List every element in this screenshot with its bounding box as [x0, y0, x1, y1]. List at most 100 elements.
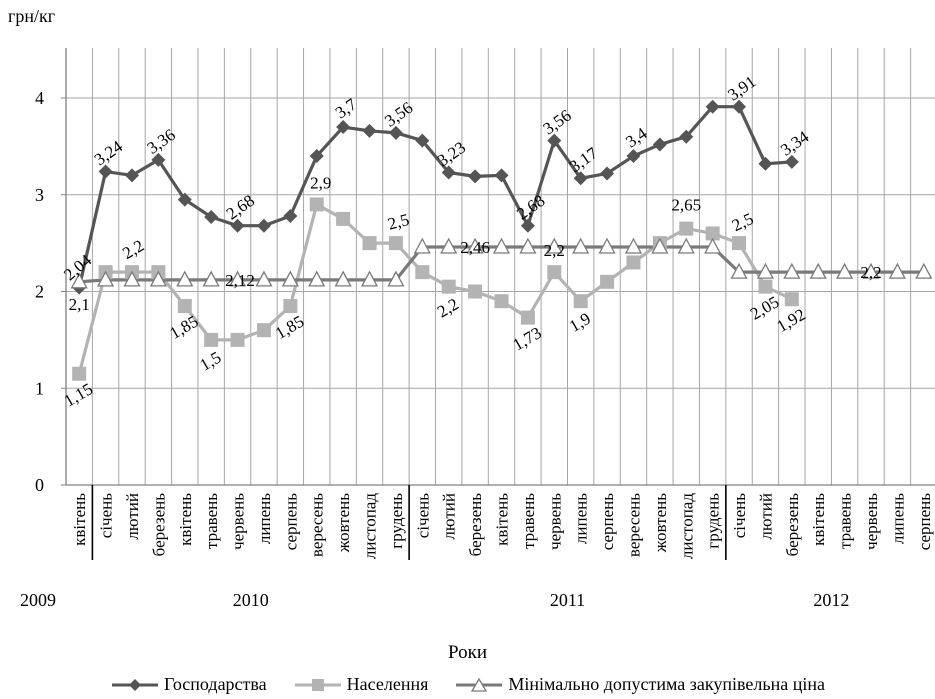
legend-swatch-diamond-icon — [112, 678, 159, 691]
marker-square — [362, 236, 377, 251]
x-tick-label: травень — [836, 493, 855, 549]
year-label: 2012 — [813, 590, 849, 610]
marker-triangle — [466, 237, 484, 254]
marker-triangle — [783, 262, 801, 279]
x-tick-label: вересень — [308, 493, 327, 557]
marker-triangle — [677, 237, 695, 254]
data-label: 3,56 — [539, 106, 574, 139]
legend-swatch-triangle-icon — [456, 677, 503, 692]
marker-triangle — [492, 237, 511, 254]
legend-item-population: Населення — [293, 674, 428, 695]
x-tick-labels: квітень січень лютий березень квітень травень… — [70, 493, 934, 559]
marker-square — [494, 294, 509, 309]
marker-triangle — [176, 270, 194, 287]
x-tick-label: червень — [862, 493, 881, 550]
marker-diamond — [494, 168, 509, 183]
x-tick-label: липень — [888, 493, 907, 544]
marker-diamond — [256, 218, 271, 233]
marker-triangle — [545, 237, 563, 254]
legend-label: Мінімально допустима закупівельна ціна — [508, 674, 825, 694]
data-label: 2,5 — [386, 210, 411, 234]
series-line-1 — [77, 202, 793, 375]
marker-triangle — [598, 237, 616, 254]
marker-diamond — [177, 192, 192, 207]
marker-square — [573, 294, 588, 309]
marker-diamond — [283, 209, 298, 224]
data-label: 3,56 — [381, 98, 416, 131]
marker-triangle — [440, 237, 458, 254]
marker-diamond — [600, 166, 615, 181]
marker-triangle — [809, 262, 827, 279]
data-label: 1,5 — [196, 348, 224, 375]
x-tick-label: березень — [149, 493, 168, 557]
data-label: 2,12 — [225, 271, 255, 290]
data-label: 3,91 — [724, 72, 759, 105]
data-label: 3,17 — [566, 143, 602, 176]
x-tick-label: жовтень — [334, 493, 353, 553]
marker-square — [388, 236, 403, 251]
x-tick-label: лютий — [440, 493, 459, 540]
marker-triangle — [413, 237, 431, 254]
marker-diamond — [309, 149, 324, 164]
x-tick-label: березень — [466, 493, 485, 557]
marker-triangle — [97, 270, 115, 287]
x-tick-label: липень — [255, 493, 274, 544]
marker-triangle — [228, 270, 247, 287]
data-label: 1,9 — [566, 309, 594, 336]
series-line-0 — [77, 105, 792, 288]
x-tick-label: вересень — [624, 493, 643, 557]
x-tick-label: квітень — [809, 493, 828, 546]
marker-diamond — [151, 152, 166, 167]
x-tick-label: грудень — [387, 493, 406, 549]
marker-diamond — [415, 133, 430, 148]
marker-diamond — [468, 169, 483, 184]
year-label: 2011 — [550, 590, 585, 610]
legend-item-farms: Господарства — [110, 674, 267, 695]
marker-triangle — [651, 237, 669, 254]
y-axis-unit-label: грн/кг — [8, 6, 56, 26]
x-tick-label: червень — [229, 493, 248, 550]
legend-item-min-price: Мінімально допустима закупівельна ціна — [454, 674, 825, 695]
x-tick-label: червень — [545, 493, 564, 550]
marker-square — [177, 299, 192, 314]
marker-square — [204, 332, 219, 347]
legend-label: Господарства — [164, 674, 267, 694]
y-tick-label: 3 — [35, 185, 44, 205]
marker-triangle — [281, 270, 299, 287]
marker-square — [520, 310, 535, 325]
y-tick-labels: 0 1 2 3 4 — [35, 88, 44, 495]
marker-triangle — [149, 270, 167, 287]
x-tick-label: січень — [413, 493, 432, 538]
y-tick-label: 1 — [35, 378, 44, 398]
x-tick-label: березень — [783, 493, 802, 557]
marker-square — [72, 366, 87, 381]
y-tick-label: 4 — [35, 88, 44, 108]
data-label: 3,24 — [91, 136, 127, 169]
marker-square — [468, 284, 483, 299]
year-label: 2009 — [20, 590, 56, 610]
marker-square — [758, 279, 773, 294]
data-label: 2,68 — [513, 191, 548, 224]
marker-diamond — [362, 123, 377, 138]
x-tick-label: квітень — [70, 493, 89, 546]
marker-triangle — [387, 270, 405, 287]
x-tick-label: грудень — [704, 493, 723, 549]
marker-diamond — [204, 210, 219, 225]
legend-swatch-square-icon — [294, 678, 341, 691]
marker-triangle — [624, 237, 643, 254]
marker-diamond — [679, 129, 694, 144]
marker-triangle — [202, 270, 220, 287]
x-tick-label: травень — [519, 493, 538, 549]
data-label: 2,68 — [223, 191, 258, 224]
marker-triangle — [123, 270, 141, 287]
marker-square — [309, 197, 324, 212]
x-tick-label: лютий — [756, 493, 775, 540]
x-tick-label: січень — [730, 493, 749, 538]
data-label: 2,1 — [69, 295, 90, 314]
x-tick-label: листопад — [361, 493, 380, 559]
marker-triangle — [308, 270, 326, 287]
x-tick-label: січень — [97, 493, 116, 538]
x-tick-label: серпень — [915, 493, 934, 551]
x-tick-label: квітень — [176, 493, 195, 546]
marker-square — [441, 279, 456, 294]
